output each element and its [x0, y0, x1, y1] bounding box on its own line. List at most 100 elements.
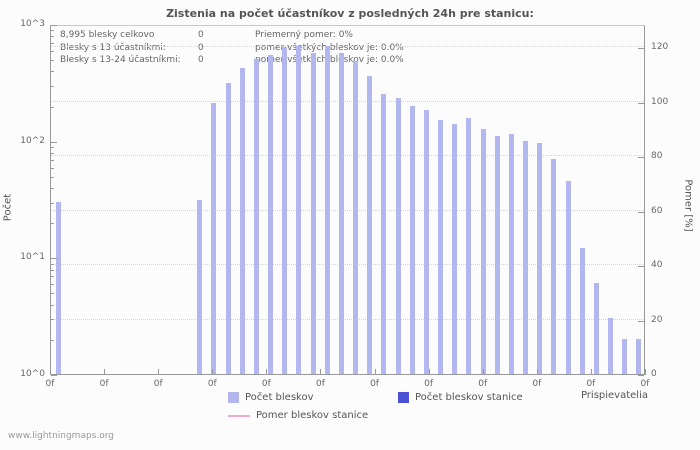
bar: [338, 53, 344, 374]
bar: [324, 45, 330, 374]
x-tick-mark: [104, 369, 106, 375]
y-minor-tick-left: [51, 30, 54, 32]
y-minor-tick-left: [51, 223, 54, 225]
stats-avg-ratio: Priemerný pomer: 0%: [255, 30, 353, 40]
bar: [508, 133, 514, 374]
bar: [310, 53, 316, 374]
x-tick-mark: [590, 369, 592, 375]
bar: [268, 55, 274, 374]
y-minor-tick-left: [51, 339, 54, 341]
x-axis-label: Prispievatelia: [580, 390, 648, 401]
x-tick-mark: [266, 369, 268, 375]
bar: [593, 283, 599, 374]
y-tick-mark-right: [638, 266, 644, 268]
y-tick-label-left: 10^2: [20, 135, 45, 146]
y-tick-label-right: 0: [651, 369, 657, 379]
bar: [622, 338, 628, 374]
legend-item-station-ratio: Pomer bleskov stanice: [228, 410, 368, 421]
gridline: [51, 100, 644, 102]
legend-item-lightning-count: Počet bleskov: [228, 392, 314, 403]
stats-13-24-label: Blesky s 13-24 účastníkmi:: [60, 55, 181, 65]
y-minor-tick-left: [51, 188, 54, 190]
bar: [253, 59, 259, 374]
gridline: [51, 155, 644, 157]
y-minor-tick-left: [51, 152, 54, 154]
y-minor-tick-left: [51, 293, 54, 295]
y-minor-tick-left: [51, 276, 54, 278]
bar: [565, 181, 571, 374]
bar: [395, 98, 401, 374]
bar: [636, 338, 642, 374]
y-tick-mark-right: [638, 102, 644, 104]
bar: [480, 129, 486, 374]
y-minor-tick-left: [51, 284, 54, 286]
legend-label-station-ratio: Pomer bleskov stanice: [256, 410, 369, 421]
bar: [367, 75, 373, 374]
x-tick-mark: [428, 369, 430, 375]
stats-total-label: 8,995 blesky celkovo: [60, 30, 155, 40]
x-tick-mark: [212, 369, 214, 375]
x-tick-label: 0f: [99, 379, 109, 389]
x-tick-label: 0f: [45, 379, 55, 389]
y-minor-tick-left: [51, 50, 54, 52]
y-minor-tick-left: [51, 269, 54, 271]
x-tick-label: 0f: [478, 379, 488, 389]
stats-13-value: 0: [198, 42, 204, 53]
y-tick-label-left: 10^3: [20, 19, 45, 29]
legend-label-lightning-count: Počet bleskov: [245, 392, 314, 403]
x-tick-mark: [374, 369, 376, 375]
bar: [353, 61, 359, 374]
x-tick-label: 0f: [153, 379, 163, 389]
y-minor-tick-left: [51, 86, 54, 87]
y-tick-mark-left: [51, 258, 57, 260]
y-minor-tick-left: [51, 147, 54, 148]
bar: [211, 103, 217, 374]
y-axis-label-right: Pomer [%]: [682, 179, 694, 232]
bar: [494, 135, 500, 374]
plot-area: [50, 25, 645, 375]
legend-swatch-lightning-count: [228, 392, 239, 403]
y-minor-tick-left: [51, 176, 54, 178]
bar: [197, 200, 203, 374]
bar: [579, 248, 585, 374]
bar: [225, 83, 231, 374]
y-axis-label-left: Počet: [2, 193, 14, 222]
bar: [523, 140, 529, 374]
bar: [423, 109, 429, 374]
legend-label-station-count: Počet bleskov stanice: [415, 392, 523, 403]
y-tick-mark-right: [638, 375, 644, 376]
y-minor-tick-left: [51, 159, 54, 161]
y-tick-mark-right: [638, 211, 644, 213]
watermark-url: www.lightningmaps.org: [8, 431, 114, 441]
gridline: [51, 209, 644, 211]
bar: [239, 67, 245, 374]
bar: [282, 47, 288, 374]
bar: [381, 94, 387, 374]
x-tick-label: 0f: [316, 379, 325, 389]
y-tick-mark-right: [638, 157, 644, 159]
bar: [551, 158, 557, 374]
x-tick-mark: [158, 369, 160, 375]
x-tick-label: 0f: [640, 379, 650, 389]
bar: [55, 201, 61, 374]
y-minor-tick-left: [51, 106, 54, 108]
y-minor-tick-left: [51, 43, 54, 45]
y-tick-label-left: 10^0: [20, 369, 45, 379]
bar: [296, 45, 302, 374]
y-tick-mark-left: [51, 25, 57, 26]
y-tick-mark-left: [51, 375, 57, 376]
bar: [409, 105, 415, 374]
y-minor-tick-left: [51, 60, 54, 62]
y-minor-tick-left: [51, 304, 54, 306]
x-tick-label: 0f: [207, 379, 217, 389]
stats-line-total: 8,995 blesky celkovo 0 Priemerný pomer: 0%: [60, 29, 404, 42]
y-tick-label-right: 60: [651, 205, 663, 216]
y-minor-tick-left: [51, 202, 54, 204]
x-tick-label: 0f: [532, 379, 542, 389]
gridline: [51, 318, 644, 320]
gridline: [51, 264, 644, 266]
x-tick-mark: [320, 369, 322, 375]
y-minor-tick-left: [51, 167, 54, 169]
x-tick-label: 0f: [370, 379, 379, 389]
chart-title: Zistenia na počet účastníkov z poslednýc…: [166, 7, 534, 20]
